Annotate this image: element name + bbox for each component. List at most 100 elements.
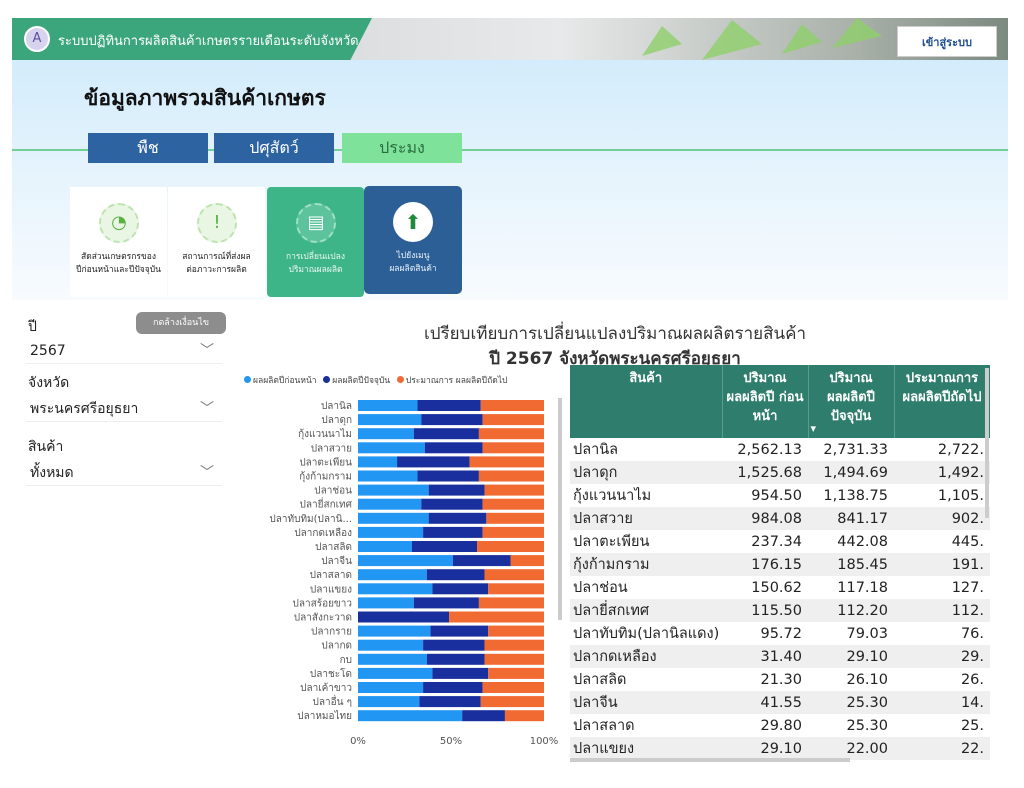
card-farmer-ratio[interactable]: ◔ สัดส่วนเกษตรกรของ ปีก่อนหน้าและปีปัจจุ… (70, 187, 167, 297)
table-vertical-scrollbar[interactable] (985, 368, 989, 518)
table-row[interactable]: ปลาสลาด 29.80 25.30 25. (570, 714, 990, 737)
legend-item-next[interactable]: ประมาณการ ผลผลิตปีถัดไป (396, 376, 507, 386)
table-row[interactable]: ปลากดเหลือง 31.40 29.10 29. (570, 645, 990, 668)
tab-fishery[interactable]: ประมง (342, 133, 462, 163)
bar-segment[interactable] (358, 653, 427, 665)
bar-segment[interactable] (421, 414, 483, 426)
bar-segment[interactable] (428, 512, 487, 524)
bar-segment[interactable] (430, 625, 489, 637)
year-select[interactable]: 2567 ﹀ (26, 338, 222, 364)
column-header[interactable]: ปริมาณ ผลผลิตปี ก่อนหน้า (722, 365, 809, 438)
table-row[interactable]: ปลาดุก 1,525.68 1,494.69 1,492. (570, 461, 990, 484)
bar-segment[interactable] (358, 597, 414, 609)
bar-segment[interactable] (478, 428, 544, 440)
bar-segment[interactable] (426, 653, 485, 665)
bar-segment[interactable] (358, 611, 450, 623)
table-horizontal-scrollbar[interactable] (570, 758, 850, 762)
table-row[interactable]: ปลาจีน 41.55 25.30 14. (570, 691, 990, 714)
legend-item-prev[interactable]: ผลผลิตปีก่อนหน้า (244, 376, 317, 386)
bar-segment[interactable] (478, 470, 544, 482)
bar-segment[interactable] (488, 625, 544, 637)
bar-segment[interactable] (419, 696, 481, 708)
bar-segment[interactable] (428, 484, 485, 496)
bar-segment[interactable] (358, 456, 398, 468)
province-select[interactable]: พระนครศรีอยุธยา ﹀ (26, 396, 222, 422)
bar-segment[interactable] (358, 414, 422, 426)
bar-segment[interactable] (358, 639, 424, 651)
bar-segment[interactable] (482, 498, 544, 510)
bar-segment[interactable] (462, 710, 505, 722)
bar-segment[interactable] (423, 682, 483, 693)
bar-segment[interactable] (358, 583, 433, 595)
bar-segment[interactable] (488, 667, 544, 679)
bar-segment[interactable] (413, 597, 479, 609)
table-row[interactable]: ปลานิล 2,562.13 2,731.33 2,722. (570, 438, 990, 461)
bar-segment[interactable] (358, 428, 414, 440)
card-goto-products[interactable]: ⬆ ไปยังเมนู ผลผลิตสินค้า (364, 186, 462, 294)
bar-segment[interactable] (358, 667, 433, 679)
legend-item-curr[interactable]: ผลผลิตปีปัจจุบัน (323, 376, 390, 386)
table-row[interactable]: ปลาทับทิม(ปลานิลแดง) 95.72 79.03 76. (570, 622, 990, 645)
column-header[interactable]: ปริมาณ ผลผลิตปี ปัจจุบัน ▾ (808, 365, 895, 438)
bar-segment[interactable] (358, 470, 418, 482)
column-header[interactable]: ประมาณการ ผลผลิตปีถัดไป (894, 365, 990, 438)
table-row[interactable]: ปลาช่อน 150.62 117.18 127. (570, 576, 990, 599)
bar-segment[interactable] (358, 498, 422, 510)
bar-segment[interactable] (358, 696, 420, 708)
bar-segment[interactable] (484, 484, 544, 496)
product-select[interactable]: ทั้งหมด ﹀ (26, 460, 222, 486)
bar-segment[interactable] (421, 498, 483, 510)
bar-segment[interactable] (452, 555, 511, 567)
bar-segment[interactable] (358, 442, 425, 454)
bar-segment[interactable] (482, 682, 544, 693)
bar-segment[interactable] (484, 569, 544, 581)
bar-segment[interactable] (358, 569, 427, 581)
bar-segment[interactable] (411, 541, 478, 552)
bar-segment[interactable] (358, 526, 424, 538)
bar-segment[interactable] (417, 470, 479, 482)
bar-segment[interactable] (426, 569, 485, 581)
table-row[interactable]: กุ้งก้ามกราม 176.15 185.45 191. (570, 553, 990, 576)
bar-segment[interactable] (413, 428, 479, 440)
table-row[interactable]: กุ้งแวนนาไม 954.50 1,138.75 1,105. (570, 484, 990, 507)
bar-segment[interactable] (449, 611, 544, 623)
bar-segment[interactable] (358, 484, 429, 496)
bar-segment[interactable] (358, 541, 412, 552)
bar-segment[interactable] (480, 400, 544, 411)
bar-segment[interactable] (477, 541, 544, 552)
bar-segment[interactable] (424, 442, 483, 454)
bar-segment[interactable] (423, 526, 483, 538)
table-row[interactable]: ปลาสลิด 21.30 26.10 26. (570, 668, 990, 691)
bar-segment[interactable] (432, 667, 489, 679)
bar-segment[interactable] (480, 696, 544, 708)
tab-livestock[interactable]: ปศุสัตว์ (214, 133, 334, 163)
bar-segment[interactable] (397, 456, 470, 468)
table-row[interactable]: ปลาแขยง 29.10 22.00 22. (570, 737, 990, 760)
bar-segment[interactable] (482, 442, 544, 454)
bar-segment[interactable] (488, 583, 544, 595)
bar-segment[interactable] (358, 625, 431, 637)
bar-segment[interactable] (482, 414, 544, 426)
card-production-situation[interactable]: ! สถานการณ์ที่ส่งผล ต่อภาวะการผลิต (168, 187, 265, 297)
table-row[interactable]: ปลาสวาย 984.08 841.17 902. (570, 507, 990, 530)
bar-segment[interactable] (484, 639, 544, 651)
bar-segment[interactable] (510, 555, 544, 567)
card-production-change[interactable]: ▤ การเปลี่ยนแปลง ปริมาณผลผลิต (267, 187, 364, 297)
bar-segment[interactable] (358, 682, 424, 693)
chart-scrollbar[interactable] (558, 398, 562, 620)
bar-segment[interactable] (358, 512, 429, 524)
tab-crops[interactable]: พืช (88, 133, 208, 163)
clear-filters-button[interactable]: กดล้างเงื่อนไข (136, 312, 226, 334)
bar-segment[interactable] (482, 526, 544, 538)
bar-segment[interactable] (358, 400, 418, 411)
bar-segment[interactable] (432, 583, 489, 595)
column-header[interactable]: สินค้า (570, 365, 723, 438)
table-row[interactable]: ปลายี่สกเทศ 115.50 112.20 112. (570, 599, 990, 622)
bar-segment[interactable] (423, 639, 485, 651)
bar-segment[interactable] (358, 555, 453, 567)
bar-segment[interactable] (358, 710, 463, 722)
bar-segment[interactable] (478, 597, 544, 609)
bar-segment[interactable] (417, 400, 481, 411)
bar-segment[interactable] (484, 653, 544, 665)
bar-segment[interactable] (469, 456, 544, 468)
